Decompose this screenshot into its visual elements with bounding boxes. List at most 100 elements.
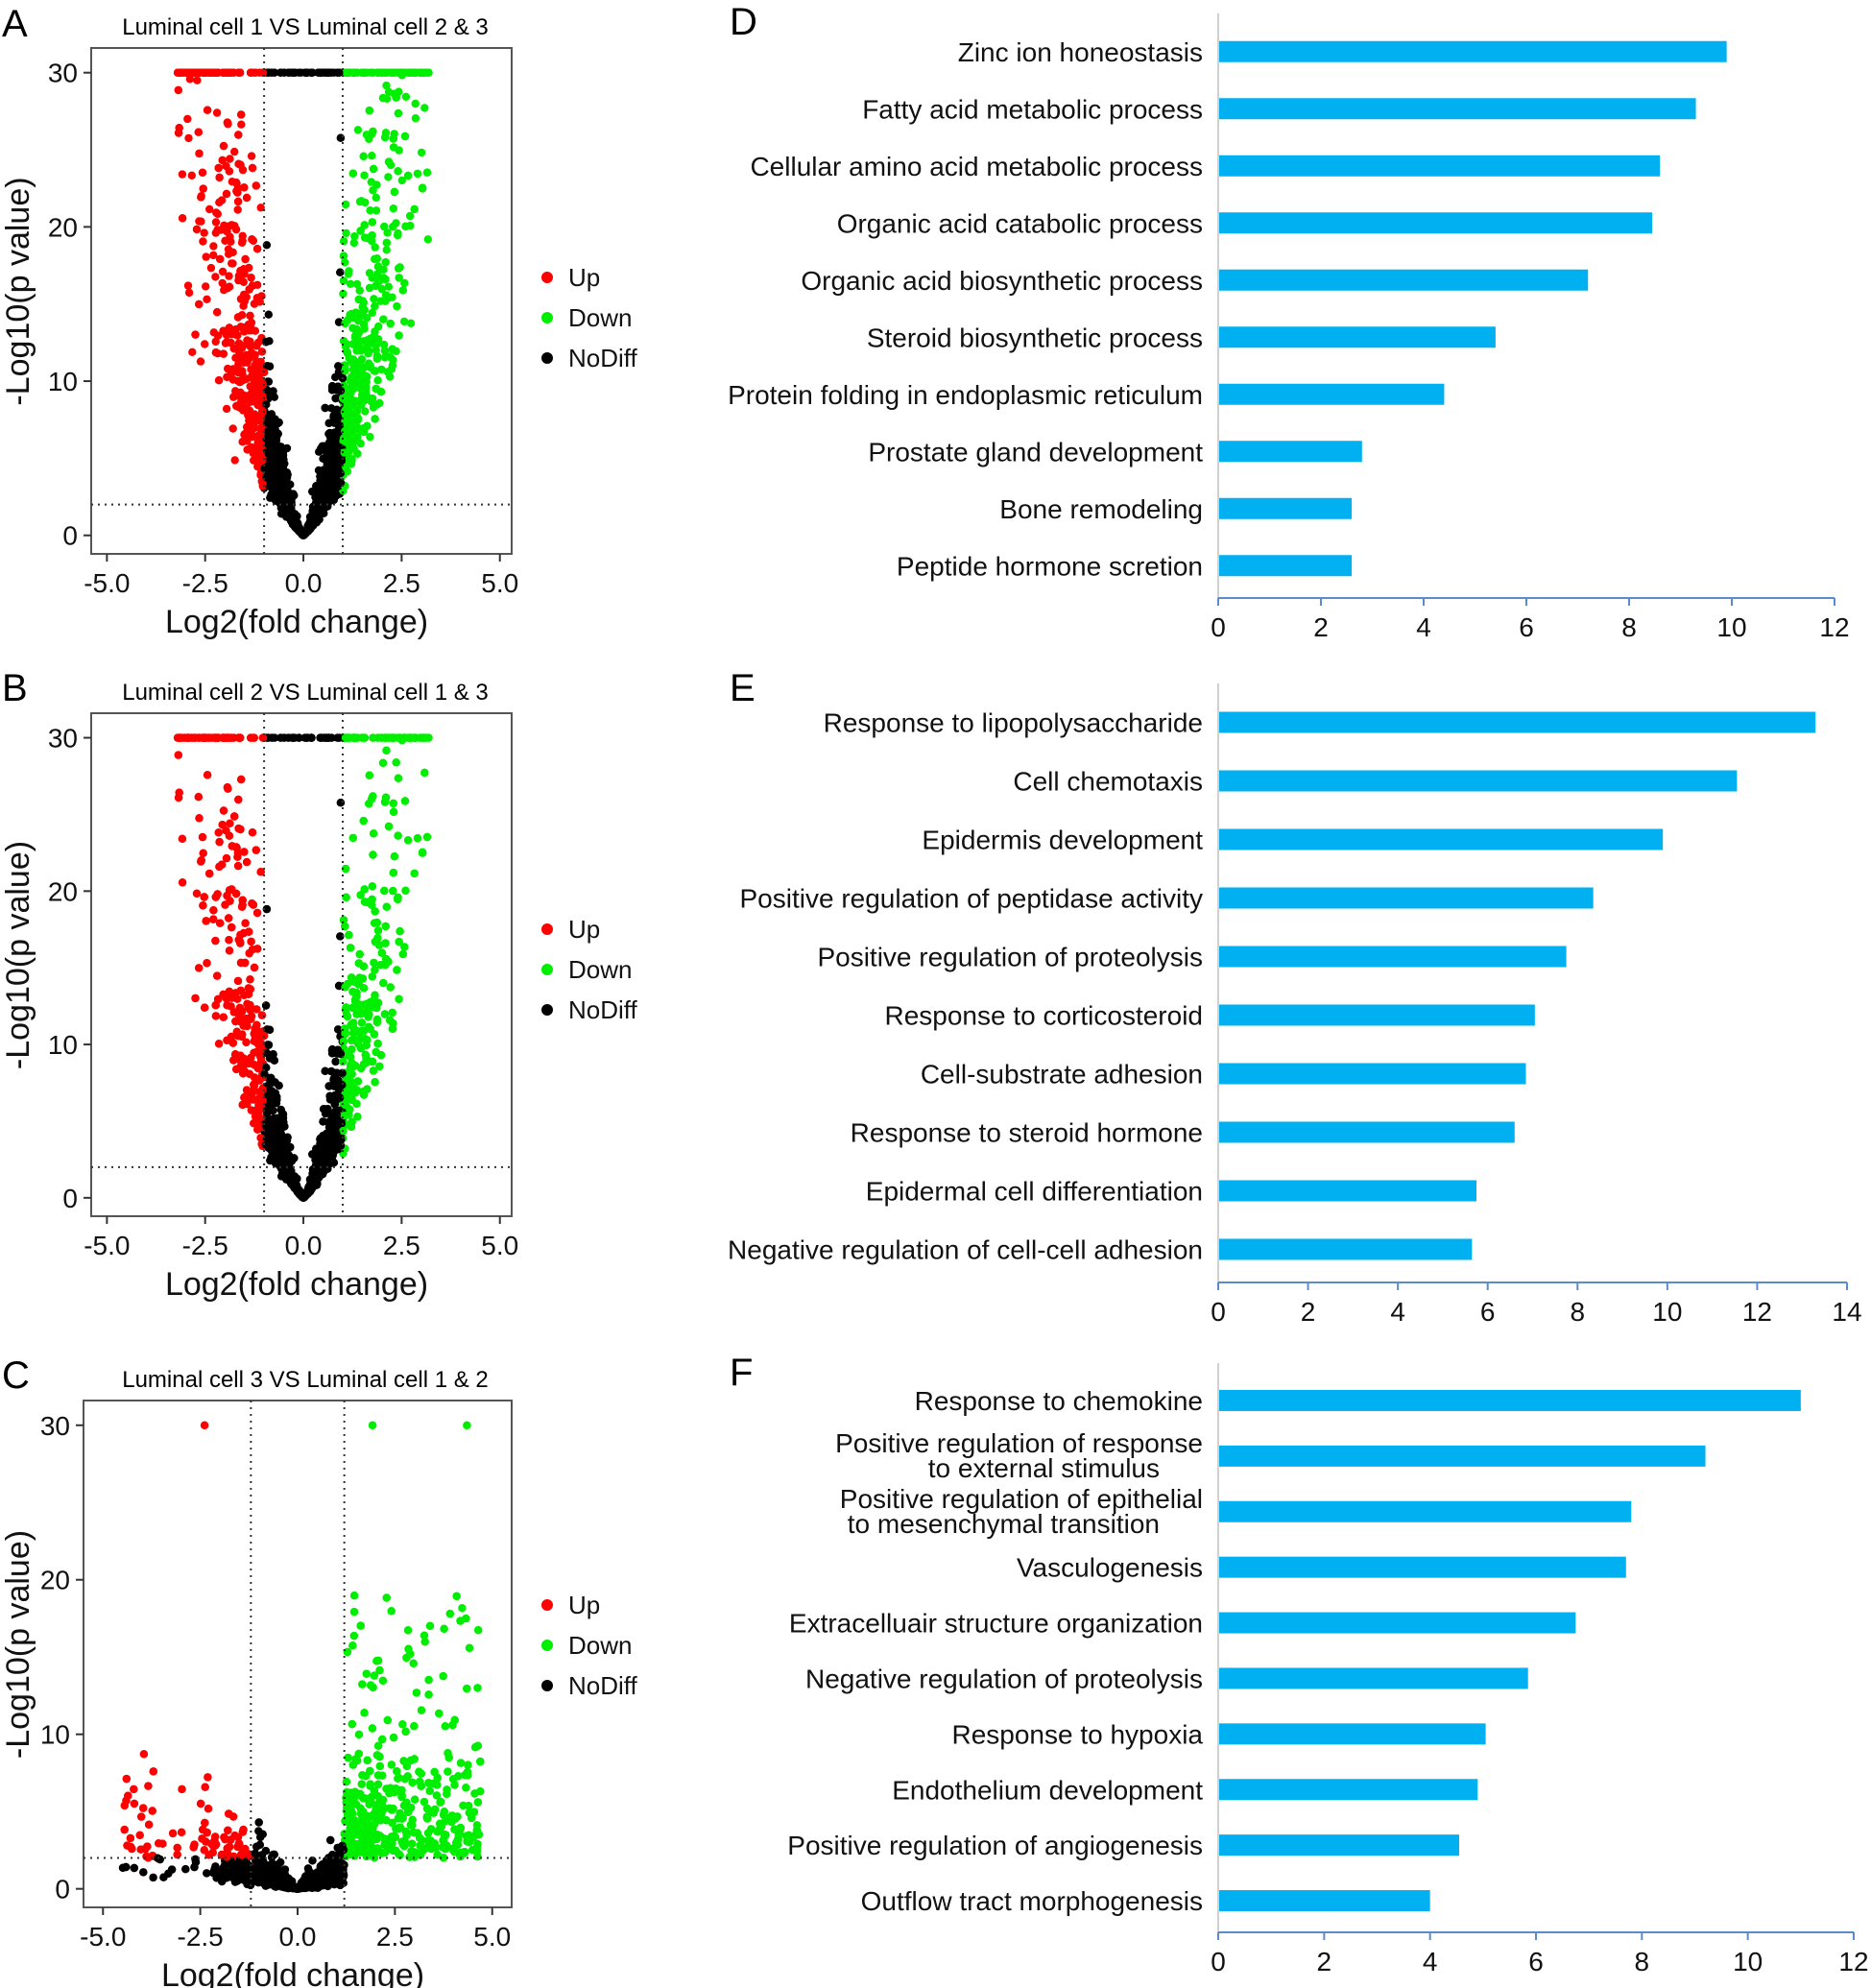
data-point [264, 310, 273, 319]
data-point [230, 147, 239, 156]
data-point [360, 221, 369, 229]
data-point [357, 197, 366, 205]
data-point [349, 68, 359, 77]
data-point [353, 126, 363, 134]
y-tick-label: 0 [62, 521, 78, 551]
data-point [386, 319, 395, 328]
data-point [350, 340, 359, 349]
data-point [183, 281, 193, 290]
data-point [359, 427, 369, 437]
data-point [211, 273, 220, 281]
data-point [305, 524, 314, 534]
data-point [397, 176, 406, 185]
data-point [348, 372, 356, 381]
data-point [214, 376, 224, 385]
data-point [248, 235, 256, 244]
data-point [359, 320, 369, 329]
data-point [204, 68, 213, 77]
data-point [384, 157, 394, 166]
data-point [234, 131, 243, 139]
data-point [369, 68, 377, 77]
data-point [343, 68, 351, 77]
data-point [283, 470, 292, 479]
data-point [323, 501, 331, 511]
data-point [355, 310, 364, 319]
data-point [384, 173, 393, 181]
plot-frame [90, 47, 513, 555]
data-point [193, 76, 202, 84]
data-point [325, 467, 334, 475]
data-point [225, 272, 233, 280]
legend-label: Down [568, 303, 632, 332]
data-point [236, 295, 246, 303]
data-point [348, 365, 358, 374]
data-point [351, 333, 360, 342]
data-point [395, 274, 403, 282]
data-point [306, 517, 315, 526]
y-tick-label: 20 [48, 212, 78, 242]
data-point [423, 235, 432, 244]
data-point [211, 218, 221, 227]
data-point [219, 349, 228, 358]
data-point [405, 211, 415, 221]
data-point [375, 398, 384, 408]
data-point [380, 222, 389, 231]
data-point [205, 204, 214, 214]
data-point [326, 456, 335, 465]
data-point [398, 286, 407, 295]
data-point [237, 402, 246, 411]
data-point [381, 258, 390, 267]
data-point [213, 308, 222, 317]
data-point [372, 193, 380, 203]
data-point [349, 238, 358, 248]
data-point [324, 483, 332, 491]
data-point [403, 171, 413, 180]
data-point [382, 246, 391, 254]
data-point [252, 342, 261, 350]
x-tick-label: -2.5 [182, 568, 228, 598]
data-point [418, 183, 427, 192]
data-point [321, 403, 329, 413]
data-point [369, 127, 377, 136]
data-point [254, 437, 263, 445]
data-point [344, 316, 352, 324]
data-point [265, 391, 275, 399]
data-point [238, 236, 247, 245]
data-point [365, 359, 373, 368]
legend-item-nodiff: NoDiff [541, 344, 638, 372]
data-point [251, 326, 260, 335]
data-point [212, 108, 222, 117]
data-point [191, 330, 200, 339]
data-point [410, 204, 419, 214]
data-point [381, 297, 390, 305]
data-point [422, 168, 432, 177]
data-point [373, 270, 382, 278]
data-point [271, 415, 279, 423]
data-point [360, 171, 369, 180]
data-point [194, 128, 203, 136]
data-point [374, 276, 384, 286]
data-point [184, 133, 193, 143]
data-point [331, 394, 340, 403]
data-point [221, 236, 229, 245]
data-point [192, 225, 202, 234]
data-point [248, 281, 257, 290]
data-point [308, 487, 317, 496]
data-point [199, 184, 207, 193]
data-point [279, 455, 288, 464]
data-point [401, 92, 411, 102]
legend-label: Up [568, 263, 600, 292]
data-point [184, 288, 194, 298]
data-point [417, 148, 426, 157]
data-point [226, 155, 234, 163]
data-point [316, 68, 324, 77]
data-point [368, 218, 376, 227]
data-point [345, 267, 353, 275]
data-point [390, 187, 399, 197]
data-point [372, 354, 382, 363]
data-point [178, 214, 187, 223]
data-point [336, 133, 346, 142]
x-tick-label: 5.0 [481, 568, 518, 598]
data-point [278, 446, 287, 455]
legend-item-down: Down [541, 303, 632, 332]
